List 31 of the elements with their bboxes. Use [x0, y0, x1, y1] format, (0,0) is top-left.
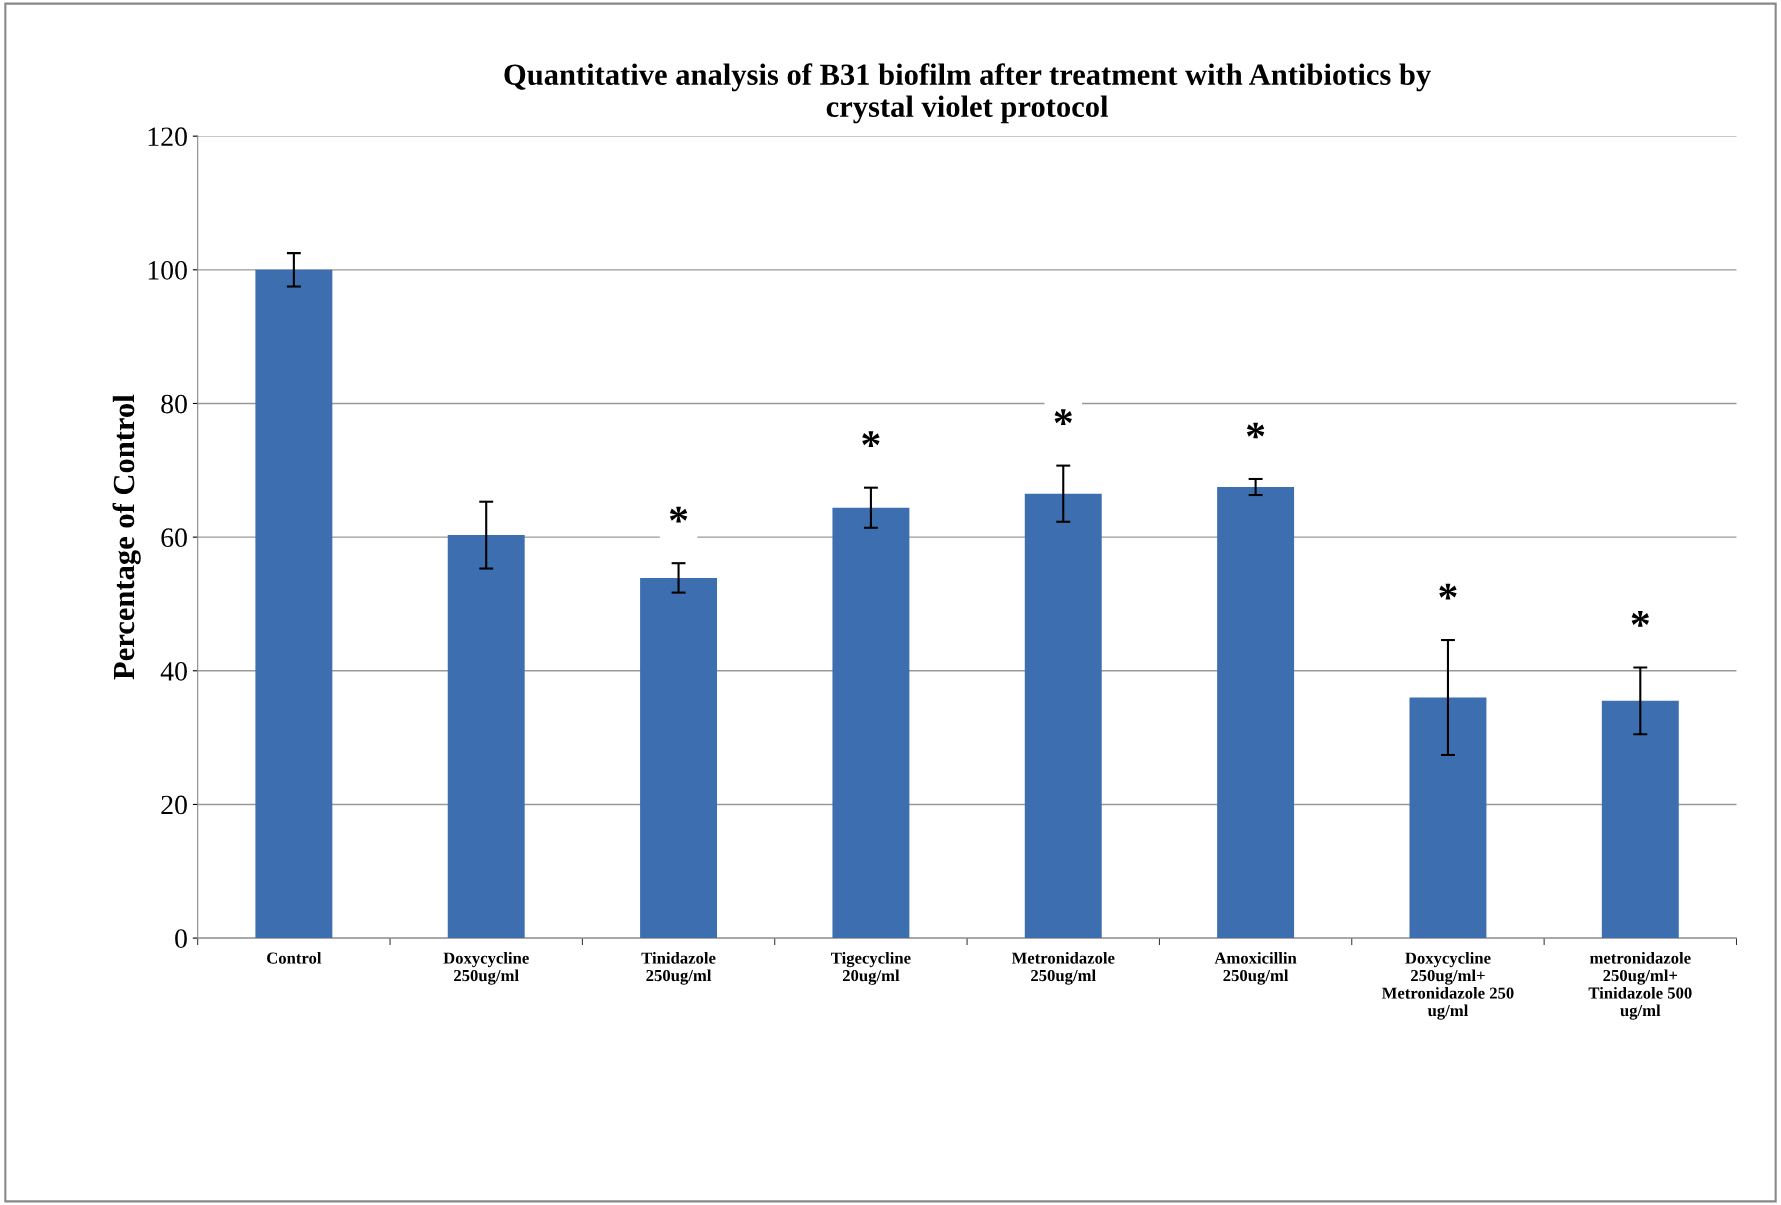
y-tick-label: 20 [161, 795, 187, 815]
y-tick-label: 120 [148, 127, 187, 147]
data-label: * [1439, 583, 1457, 600]
x-tick-label: Tinidazole 250ug/ml [641, 951, 716, 985]
data-label: * [862, 431, 880, 448]
bar [1024, 493, 1102, 939]
y-tick-label: 80 [161, 394, 187, 414]
bar [640, 577, 718, 939]
bar [1409, 697, 1487, 939]
y-tick-label: 60 [161, 528, 187, 548]
x-tick-label: Control [267, 951, 322, 964]
bar [255, 269, 333, 939]
chart-title: Quantitative analysis of B31 biofilm after treatment with Antibiotics by crystal violet protocol [504, 63, 1431, 124]
y-axis-title: Percentage of Control [112, 394, 141, 680]
bar [447, 535, 525, 939]
data-label: * [669, 506, 688, 523]
x-tick-label: Metronidazole 250ug/ml [1011, 951, 1115, 985]
x-tick-label: Doxycycline 250ug/ml [443, 951, 529, 985]
x-tick-label: Amoxicillin 250ug/ml [1214, 951, 1297, 985]
data-label: * [1246, 422, 1265, 439]
x-tick-label: Doxycycline 250ug/ml+ Metronidazole 250 ug/ml [1381, 951, 1514, 1020]
y-tick-label: 40 [160, 661, 187, 681]
y-tick-label: 0 [175, 929, 187, 948]
data-label: * [1631, 611, 1649, 627]
data-label: * [1054, 409, 1072, 425]
y-tick-label: 100 [148, 260, 187, 280]
x-tick-label: metronidazole 250ug/ml+ Tinidazole 500 ug/ml [1588, 951, 1692, 1020]
bar [832, 507, 910, 939]
bar [1217, 487, 1295, 939]
bar [1601, 700, 1679, 939]
x-tick-label: Tigecycline 20ug/ml [831, 951, 911, 985]
